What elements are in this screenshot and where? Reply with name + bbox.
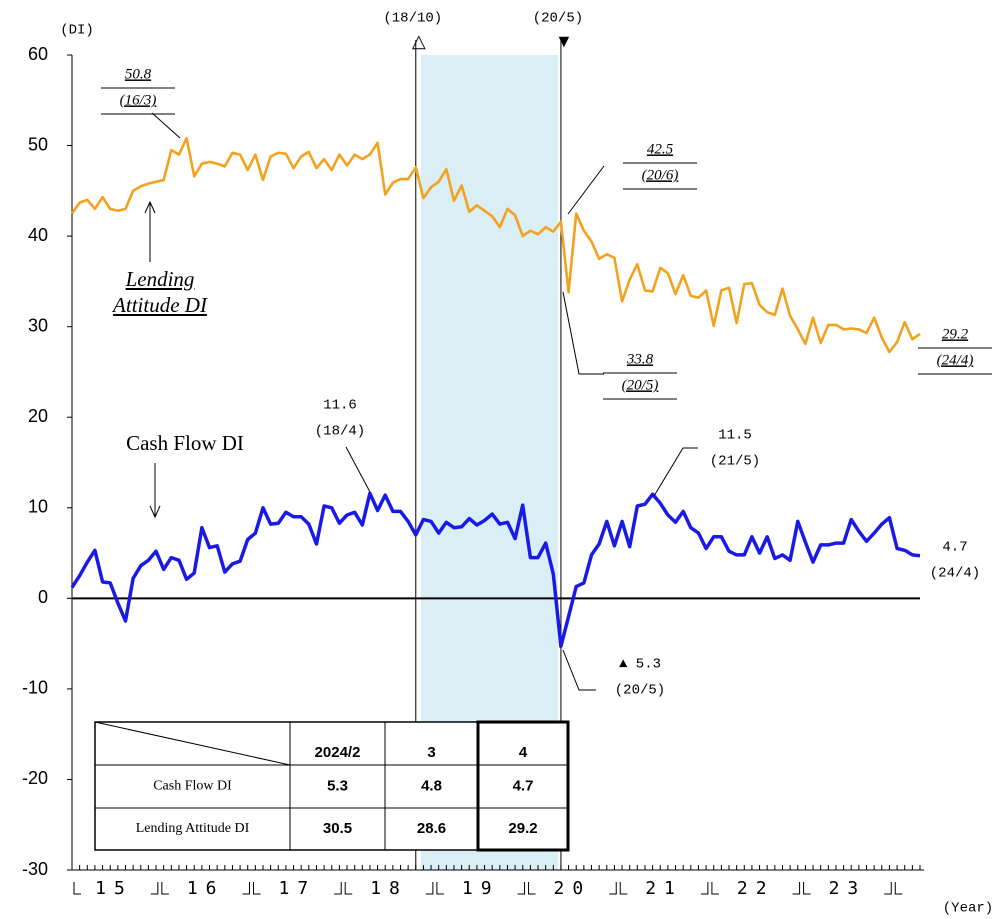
x-tick-label: 22: [737, 878, 775, 899]
year-bracket: [425, 882, 434, 895]
marker-label: (18/10): [383, 11, 442, 27]
year-bracket: [253, 882, 261, 895]
table-diagonal: [94, 721, 291, 766]
annotation-value: ▲ 5.3: [619, 657, 661, 673]
annotation-date: (20/5): [615, 683, 665, 699]
leader-line: [653, 447, 698, 497]
marker-label: (20/5): [533, 11, 583, 27]
table-cell: 28.6: [417, 820, 446, 837]
table-header: 3: [427, 744, 435, 761]
x-axis-label: (Year): [943, 901, 993, 917]
y-tick-label: 50: [28, 134, 48, 154]
annotation-date: (21/5): [710, 454, 760, 470]
annotation-value: 11.6: [323, 398, 357, 414]
annotation-value: 4.7: [942, 540, 967, 556]
year-bracket: [161, 882, 169, 895]
year-bracket: [73, 882, 81, 895]
arrow: [149, 463, 161, 519]
table-cell: 4.7: [513, 777, 534, 794]
table-cell: 5.3: [327, 777, 348, 794]
y-tick-label: 30: [28, 315, 48, 335]
year-bracket: [711, 882, 719, 895]
year-bracket: [436, 882, 444, 895]
leader-line: [562, 649, 596, 691]
year-bracket: [334, 882, 342, 895]
annotation-date: (24/4): [937, 352, 974, 368]
annotation-date: (16/3): [120, 92, 157, 108]
x-tick-label: 23: [829, 878, 867, 899]
year-bracket: [792, 882, 801, 895]
table-cell: 29.2: [508, 820, 537, 837]
annotation-date: (24/4): [930, 566, 980, 582]
x-tick-label: 17: [279, 878, 317, 899]
year-bracket: [344, 882, 353, 895]
year-bracket: [700, 882, 709, 895]
y-tick-label: -30: [22, 859, 48, 879]
x-tick-label: 16: [187, 878, 225, 899]
y-tick-label: -10: [22, 678, 48, 698]
table-cell: 4.8: [421, 777, 442, 794]
year-bracket: [619, 882, 628, 895]
y-tick-label: 20: [28, 406, 48, 426]
y-tick-label: 0: [38, 587, 48, 607]
year-bracket: [528, 882, 536, 895]
year-bracket: [894, 882, 903, 895]
annotation-value: 11.5: [718, 428, 752, 444]
year-bracket: [517, 882, 526, 895]
annotation-date: (20/5): [622, 377, 659, 393]
table-highlight: [476, 720, 570, 852]
leader-line: [151, 112, 181, 139]
x-tick-label: 18: [370, 878, 408, 899]
leader-line: [567, 165, 605, 215]
x-tick-label: 21: [645, 878, 683, 899]
leader-line: [345, 446, 371, 493]
x-tick-label: 20: [554, 878, 592, 899]
series-label: Cash Flow DI: [126, 431, 244, 455]
y-tick-label: 10: [28, 497, 48, 517]
y-tick-label: 40: [28, 225, 48, 245]
leader-line: [562, 291, 604, 375]
table-row-label: Lending Attitude DI: [136, 821, 250, 836]
x-tick-label: 19: [462, 878, 500, 899]
year-bracket: [803, 882, 811, 895]
annotation-value: 42.5: [647, 141, 674, 157]
annotation-value: 29.2: [942, 326, 969, 342]
y-tick-label: 60: [28, 44, 48, 64]
marker-symbol: △: [412, 31, 426, 51]
annotation-value: 50.8: [125, 66, 152, 82]
series-line: [70, 491, 921, 649]
annotation-value: 33.8: [626, 351, 654, 367]
series-line: [70, 137, 921, 354]
lending-label: Lending Attitude DI: [113, 267, 207, 317]
marker-symbol: ▼: [555, 31, 573, 51]
year-bracket: [884, 882, 892, 895]
y-tick-label: -20: [22, 768, 48, 788]
table-cell: 30.5: [323, 820, 352, 837]
arrow: [144, 200, 156, 262]
table-row-label: Cash Flow DI: [153, 779, 232, 794]
year-bracket: [609, 882, 617, 895]
year-bracket: [150, 882, 159, 895]
y-axis-label: (DI): [60, 23, 94, 39]
table-header: 2024/2: [315, 744, 361, 761]
x-tick-label: 15: [95, 878, 133, 899]
year-bracket: [242, 882, 251, 895]
annotation-date: (18/4): [315, 424, 365, 440]
annotation-date: (20/6): [642, 167, 679, 183]
table-header: 4: [519, 744, 528, 761]
